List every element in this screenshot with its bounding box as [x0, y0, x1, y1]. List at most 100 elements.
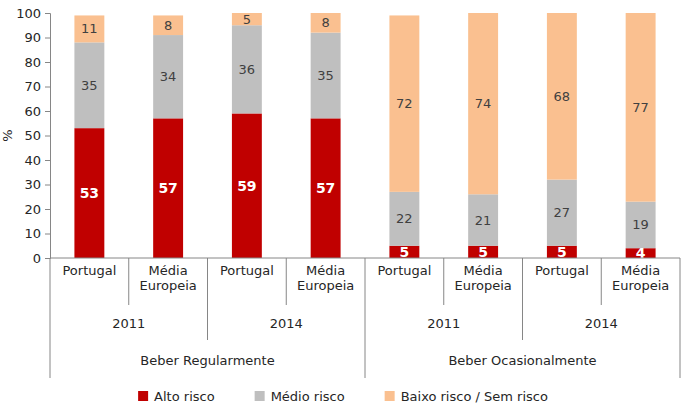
- legend-swatch: [255, 391, 265, 401]
- y-tick-label: 20: [24, 202, 41, 217]
- y-tick: 40: [24, 153, 50, 168]
- bar-segment: [232, 113, 262, 258]
- bar-segment: [311, 118, 341, 258]
- data-label: 8: [321, 15, 329, 30]
- y-tick: 30: [24, 177, 50, 192]
- bar-segment: [547, 13, 577, 180]
- y-tick-mark: [45, 258, 50, 259]
- x-tick-label-line: Média: [306, 263, 345, 278]
- x-tick-label: MédiaEuropeia: [612, 263, 669, 293]
- bar-segment: [547, 180, 577, 246]
- y-axis-line: [45, 14, 51, 259]
- x-tick-label-line: Europeia: [612, 278, 669, 293]
- x-tick-label-line: Portugal: [535, 263, 589, 278]
- bar-segment: [311, 13, 341, 33]
- y-tick: 100: [16, 6, 50, 21]
- y-tick-label: 40: [24, 153, 41, 168]
- legend-label: Médio risco: [271, 389, 345, 404]
- x-tick-label-line: Portugal: [377, 263, 431, 278]
- bar-segment: [153, 35, 183, 118]
- bar-segment: [626, 202, 656, 249]
- data-label: 4: [636, 245, 646, 261]
- y-tick-label: 30: [24, 177, 41, 192]
- y-tick: 80: [24, 55, 50, 70]
- y-tick-mark: [45, 160, 50, 161]
- data-label: 22: [396, 211, 413, 226]
- data-label: 5: [243, 12, 251, 27]
- category-separator: [680, 258, 681, 378]
- y-tick: 90: [24, 30, 50, 45]
- category-separator: [522, 258, 523, 340]
- data-label: 35: [81, 78, 98, 93]
- y-tick-mark: [45, 62, 50, 63]
- data-label: 53: [80, 185, 99, 201]
- data-label: 57: [316, 180, 335, 196]
- data-label: 57: [158, 180, 177, 196]
- y-tick-label: 100: [16, 6, 41, 21]
- bar-segment: [153, 15, 183, 35]
- bar-segment: [74, 42, 104, 128]
- y-tick: 50: [24, 128, 50, 143]
- legend: Alto risco Médio risco Baixo risco / Sem r…: [138, 389, 548, 404]
- y-tick: 70: [24, 79, 50, 94]
- x-tick: Portugal: [535, 263, 589, 278]
- y-tick-label: 80: [24, 55, 41, 70]
- x-group-label: Beber Ocasionalmente: [448, 353, 596, 368]
- legend-item: Alto risco: [138, 389, 215, 404]
- x-tick-label-line: Portugal: [220, 263, 274, 278]
- data-label: 74: [475, 96, 492, 111]
- y-tick-label: 70: [24, 79, 41, 94]
- data-label: 35: [317, 68, 334, 83]
- category-separator: [286, 258, 287, 305]
- y-tick-mark: [45, 185, 50, 186]
- data-label: 8: [164, 18, 172, 33]
- y-tick: 0: [33, 251, 50, 266]
- category-separator: [207, 258, 208, 340]
- data-label: 21: [475, 213, 492, 228]
- x-tick: Portugal: [220, 263, 274, 278]
- data-label: 36: [239, 62, 256, 77]
- data-label: 19: [632, 217, 649, 232]
- bar-segment: [153, 118, 183, 258]
- y-tick-mark: [45, 136, 50, 137]
- y-tick-mark: [45, 13, 50, 14]
- category-separator: [443, 258, 444, 305]
- bars: [74, 13, 655, 258]
- bar-segment: [74, 128, 104, 258]
- y-tick-mark: [45, 111, 50, 112]
- y-tick-label: 10: [24, 226, 41, 241]
- bar-segment: [626, 13, 656, 202]
- x-group-label: 2011: [427, 316, 460, 331]
- data-label: 5: [400, 244, 410, 260]
- x-group-label: Beber Regularmente: [140, 353, 274, 368]
- x-tick-label: MédiaEuropeia: [297, 263, 354, 293]
- x-tick-label-line: Europeia: [139, 278, 196, 293]
- x-tick-label: Portugal: [377, 263, 431, 278]
- x-tick: Portugal: [62, 263, 116, 278]
- x-tick-label-line: Média: [464, 263, 503, 278]
- legend-item: Médio risco: [255, 389, 345, 404]
- category-separator: [50, 258, 51, 378]
- legend-item: Baixo risco / Sem risco: [385, 389, 548, 404]
- x-tick-label: Portugal: [62, 263, 116, 278]
- chart: 5357595755543534363522212719118587274687…: [0, 0, 686, 410]
- y-tick-label: 50: [24, 128, 41, 143]
- y-tick: 20: [24, 202, 50, 217]
- legend-label: Baixo risco / Sem risco: [401, 389, 548, 404]
- y-tick-mark: [45, 234, 50, 235]
- y-axis: 0102030405060708090100: [16, 6, 50, 266]
- x-tick-label-line: Média: [621, 263, 660, 278]
- y-tick-label: 0: [33, 251, 41, 266]
- x-tick-label-line: Europeia: [297, 278, 354, 293]
- x-tick-label: Portugal: [220, 263, 274, 278]
- y-tick-mark: [45, 38, 50, 39]
- x-tick-label: MédiaEuropeia: [139, 263, 196, 293]
- legend-swatch: [385, 391, 395, 401]
- y-axis-title: %: [0, 129, 15, 141]
- x-tick-label-line: Portugal: [62, 263, 116, 278]
- category-separator: [128, 258, 129, 305]
- y-tick-label: 90: [24, 30, 41, 45]
- data-label: 59: [237, 178, 256, 194]
- data-label: 5: [478, 244, 488, 260]
- x-tick-label-line: Média: [149, 263, 188, 278]
